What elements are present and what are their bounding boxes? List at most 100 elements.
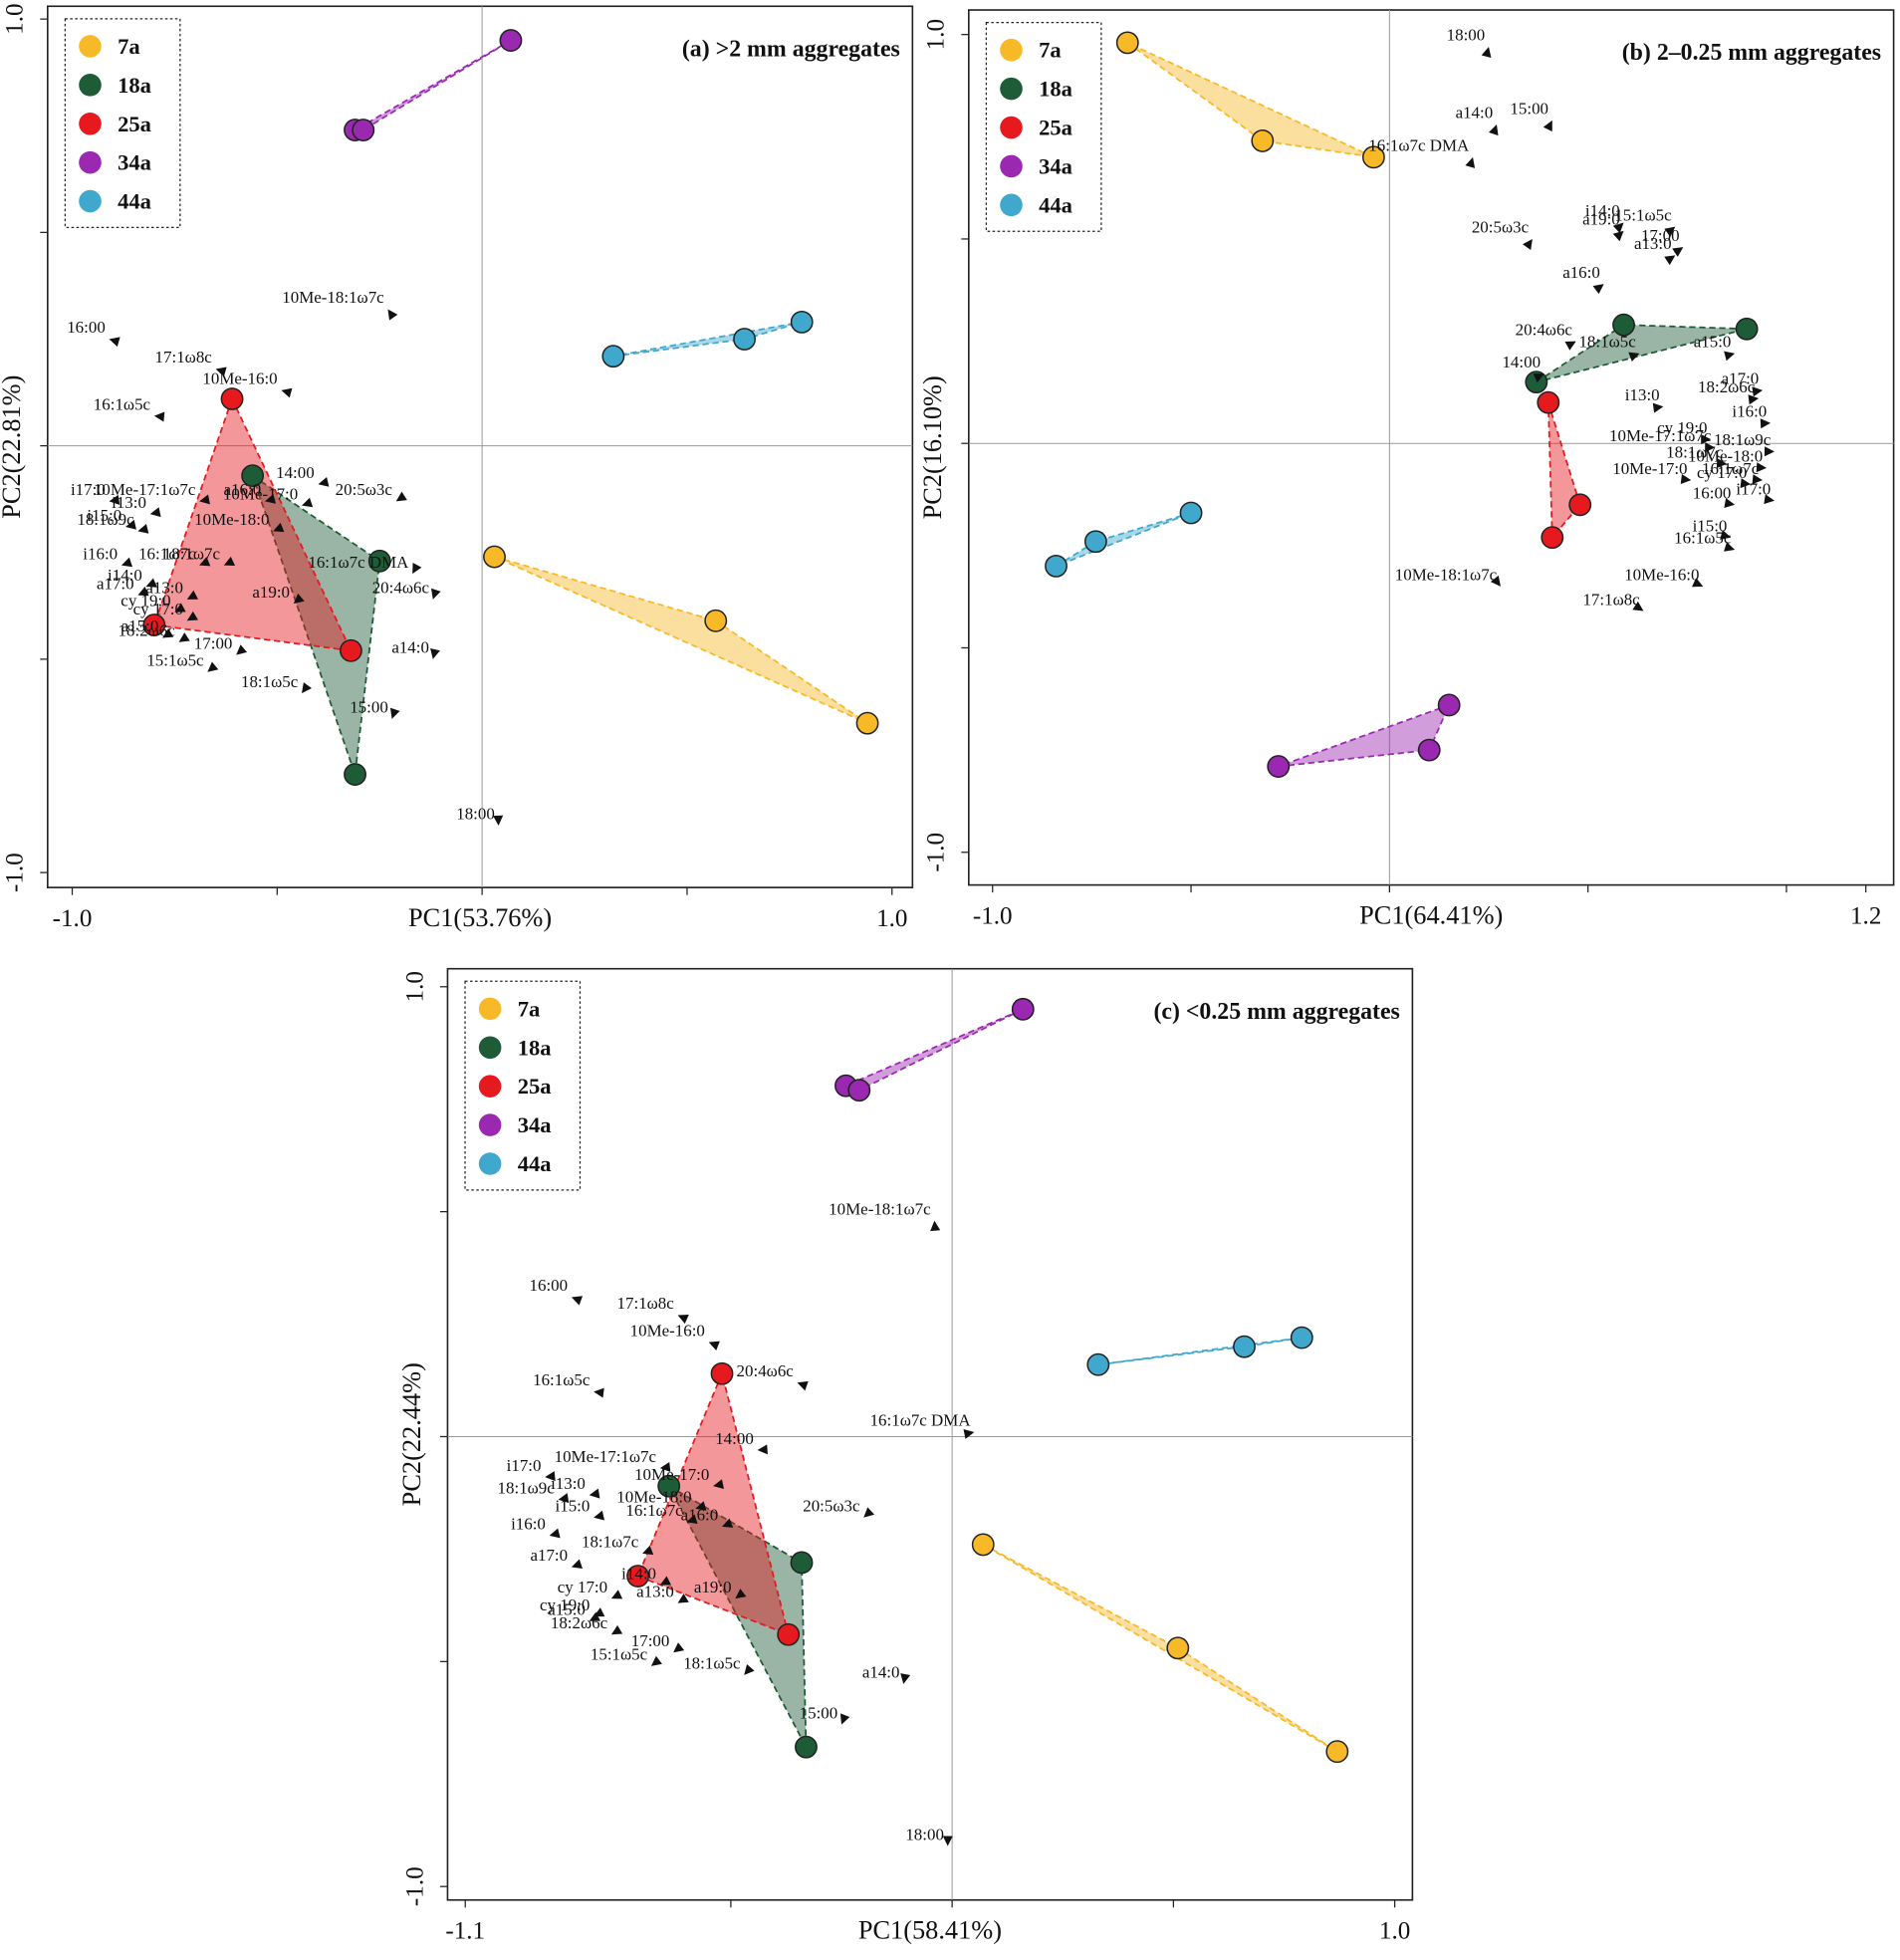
loading-arrow xyxy=(677,1314,689,1325)
loading-arrow xyxy=(387,309,398,321)
legend-swatch xyxy=(1000,38,1023,62)
loading-label: 18:1ω9c xyxy=(77,510,133,529)
loading-arrow xyxy=(430,647,440,659)
group-hull xyxy=(1126,42,1374,158)
loading-arrow xyxy=(659,1462,671,1473)
loading-label: 18:1ω7c xyxy=(1666,442,1723,461)
loading-arrow xyxy=(589,1611,600,1621)
loading-arrow xyxy=(757,1444,768,1455)
point xyxy=(855,711,879,735)
loading-arrow xyxy=(178,632,190,642)
group-hull xyxy=(636,1370,790,1636)
loading-arrow xyxy=(571,1296,584,1306)
group-hull xyxy=(1278,703,1451,768)
loading-arrow xyxy=(1716,458,1728,469)
loading-arrow xyxy=(930,1220,941,1232)
legend-label: 44a xyxy=(118,189,151,214)
loading-arrow xyxy=(389,707,400,719)
point xyxy=(1267,755,1291,778)
x-tick-label: -1.0 xyxy=(53,905,93,932)
loading-label: a19:0 xyxy=(1582,209,1620,228)
panel: -1.0 1.2 -1.0 1.0 PC1(64.41%) PC2(16.10%) 18:0… xyxy=(918,9,1895,930)
group-hull xyxy=(1097,1337,1303,1366)
point xyxy=(1361,145,1385,169)
loading-arrow xyxy=(863,1507,875,1518)
loading-arrow xyxy=(1522,238,1533,251)
loading-label: i16:0 xyxy=(511,1515,546,1534)
legend-label: 25a xyxy=(118,112,151,136)
point xyxy=(704,609,728,632)
loading-arrow xyxy=(236,644,248,655)
legend-swatch xyxy=(79,35,102,58)
loading-arrow xyxy=(1701,434,1712,445)
y-tick-label: 1.0 xyxy=(923,19,950,50)
loading-arrow xyxy=(1592,284,1604,295)
group-hull xyxy=(494,556,868,724)
loading-label: 14:00 xyxy=(715,1429,754,1448)
loading-arrow xyxy=(1756,462,1768,473)
legend-swatch xyxy=(1000,116,1023,139)
loading-arrow xyxy=(797,1380,809,1391)
loading-label: a16:0 xyxy=(1562,263,1600,282)
point xyxy=(367,549,391,573)
loading-label: 16:1ω5c xyxy=(1674,529,1731,548)
loading-label: 15:1ω5c xyxy=(146,650,203,669)
loading-label: 15:00 xyxy=(1510,100,1548,119)
legend-label: 34a xyxy=(118,150,151,175)
loading-label: 18:2ω6c xyxy=(119,620,175,639)
loading-arrow xyxy=(1724,498,1736,508)
loading-arrow xyxy=(302,682,312,694)
loading-arrow xyxy=(1564,341,1576,351)
loading-label: i17:0 xyxy=(1736,479,1771,498)
loading-arrow xyxy=(302,497,314,508)
point xyxy=(499,29,523,52)
loading-arrow xyxy=(162,627,174,638)
group-hull xyxy=(250,473,381,775)
loading-label: 18:00 xyxy=(1447,26,1486,45)
loading-arrow xyxy=(223,556,236,566)
loading-arrow xyxy=(1652,402,1664,413)
loading-label: a19:0 xyxy=(252,583,290,602)
loading-label: cy 17:0 xyxy=(1697,463,1747,482)
loading-arrow xyxy=(1612,222,1624,234)
point xyxy=(344,763,366,786)
loading-label: 16:00 xyxy=(530,1276,569,1295)
y-tick-label: -1.0 xyxy=(2,853,29,892)
loading-label: 10Me-17:0 xyxy=(1612,459,1687,478)
loading-arrow xyxy=(650,1655,662,1666)
group-hull xyxy=(1056,512,1192,568)
legend-swatch xyxy=(478,1075,502,1098)
point xyxy=(1083,530,1107,554)
point xyxy=(795,1735,818,1759)
point xyxy=(1437,693,1461,717)
loading-arrow xyxy=(594,1510,605,1521)
chart-title: (c) <0.25 mm aggregates xyxy=(1153,999,1399,1025)
point xyxy=(847,1079,871,1102)
point xyxy=(339,638,362,662)
loading-arrow xyxy=(1543,120,1552,132)
loading-arrow xyxy=(1705,442,1716,453)
loading-label: 10Me-17:0 xyxy=(223,484,298,503)
point xyxy=(483,545,506,569)
loading-label: 10Me-17:0 xyxy=(634,1465,709,1484)
point xyxy=(1166,1636,1190,1660)
point xyxy=(1233,1335,1256,1358)
loading-arrow xyxy=(1724,542,1736,552)
plot-frame xyxy=(47,5,914,888)
x-tick-label: -1.0 xyxy=(973,903,1013,930)
point xyxy=(1612,313,1635,337)
point xyxy=(1568,493,1592,517)
loading-arrow xyxy=(594,1387,604,1398)
group-hull xyxy=(152,396,353,652)
loading-label: 14:00 xyxy=(276,463,315,482)
legend-label: 34a xyxy=(518,1112,552,1137)
loading-label: 17:1ω8c xyxy=(155,348,212,367)
loading-arrow xyxy=(1748,394,1760,405)
point xyxy=(241,464,265,488)
loading-label: 16:00 xyxy=(1693,484,1732,503)
loading-label: 16:1ω5c xyxy=(94,394,150,413)
legend-label: 7a xyxy=(518,996,541,1021)
loading-arrow xyxy=(1752,386,1764,397)
